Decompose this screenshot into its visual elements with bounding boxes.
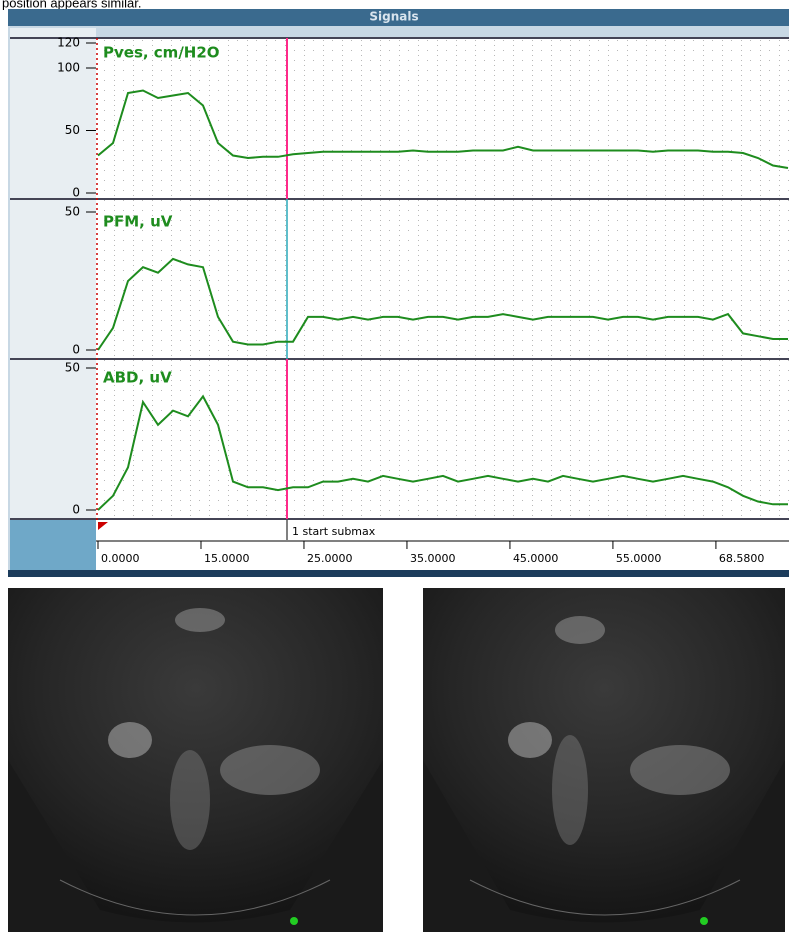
echo xyxy=(630,745,730,795)
y-tick-label: 0 xyxy=(72,186,80,200)
y-tick-label: 0 xyxy=(72,503,80,517)
time-label: 45.0000 xyxy=(513,552,559,565)
time-label: 15.0000 xyxy=(204,552,250,565)
probe-dot xyxy=(290,917,298,925)
time-axis xyxy=(96,540,789,570)
y-tick-label: 50 xyxy=(65,361,80,375)
marker-flag xyxy=(98,522,108,530)
probe-arc xyxy=(469,879,741,916)
time-label: 68.5800 xyxy=(719,552,765,565)
time-label: 25.0000 xyxy=(307,552,353,565)
marker-side xyxy=(10,520,96,570)
echo xyxy=(552,735,588,845)
y-tick-label: 50 xyxy=(65,123,80,137)
caption: position appears similar. xyxy=(2,0,141,10)
echo xyxy=(108,722,152,758)
time-label: 0.0000 xyxy=(101,552,140,565)
y-tick-label: 120 xyxy=(57,36,80,50)
bottom-bar xyxy=(8,570,789,577)
time-label: 55.0000 xyxy=(616,552,662,565)
y-tick-label: 100 xyxy=(57,61,80,75)
ultrasound-fan xyxy=(8,588,383,923)
signal-title: Pves, cm/H2O xyxy=(103,44,220,62)
marker-row xyxy=(96,520,789,540)
probe-arc xyxy=(59,879,331,916)
header-bar xyxy=(8,9,789,26)
echo xyxy=(170,750,210,850)
probe-dot xyxy=(700,917,708,925)
y-tick-label: 50 xyxy=(65,205,80,219)
header-title: Signals xyxy=(369,10,418,24)
echo xyxy=(175,608,225,632)
time-label: 35.0000 xyxy=(410,552,456,565)
echo xyxy=(508,722,552,758)
echo xyxy=(220,745,320,795)
y-tick-label: 0 xyxy=(72,343,80,357)
axis-panel xyxy=(10,28,96,520)
grid-dots xyxy=(96,38,789,520)
signal-line xyxy=(97,257,788,351)
signal-title: ABD, uV xyxy=(103,369,172,387)
ultrasound-right xyxy=(423,588,785,932)
ultrasound-left xyxy=(8,588,383,932)
signal-line xyxy=(97,89,789,169)
marker-label: 1 start submax xyxy=(292,525,376,538)
signal-line xyxy=(97,394,788,511)
signal-title: PFM, uV xyxy=(103,213,173,231)
ultrasound-fan xyxy=(423,588,785,923)
echo xyxy=(555,616,605,644)
